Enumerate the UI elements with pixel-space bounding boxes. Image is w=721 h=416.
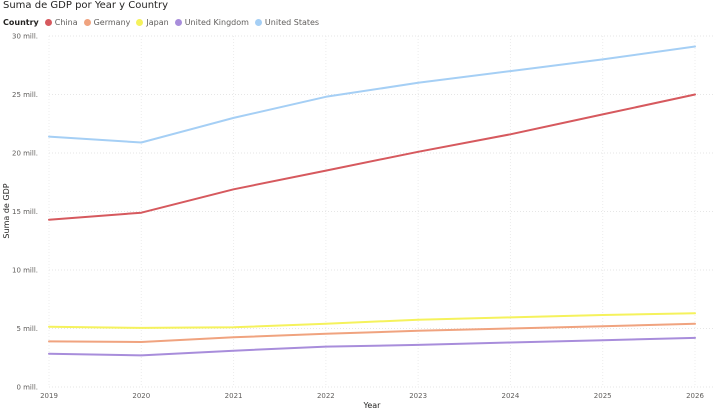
legend-items: China Germany Japan United Kingdom United St… — [44, 17, 325, 27]
series-lines — [48, 45, 696, 357]
legend-item-united-states[interactable]: United States — [254, 17, 320, 27]
legend-item-united-kingdom[interactable]: United Kingdom — [174, 17, 249, 27]
series-line-united-states[interactable] — [48, 45, 696, 144]
legend-item-china[interactable]: China — [44, 17, 78, 27]
y-tick-label: 5 mill. — [16, 325, 38, 333]
x-tick-label: 2023 — [409, 392, 427, 400]
x-tick-label: 2021 — [225, 392, 243, 400]
x-tick-label: 2025 — [594, 392, 612, 400]
legend-title: Country — [3, 17, 39, 27]
chart-title: Suma de GDP por Year y Country — [3, 0, 168, 11]
legend-label: Japan — [146, 17, 169, 27]
legend-label: United States — [264, 17, 320, 27]
y-tick-label: 15 mill. — [12, 208, 38, 216]
legend-marker — [254, 18, 262, 26]
series-line-germany[interactable] — [48, 322, 696, 343]
series-line-united-kingdom[interactable] — [48, 336, 696, 357]
x-axis-ticks: 2019 2020 2021 2022 2023 2024 2025 2026 — [40, 392, 704, 400]
y-tick-label: 25 mill. — [12, 91, 38, 99]
y-tick-label: 20 mill. — [12, 150, 38, 158]
legend-item-germany[interactable]: Germany — [83, 17, 131, 27]
x-axis-title: Year — [363, 401, 382, 410]
x-tick-label: 2020 — [132, 392, 150, 400]
legend-marker — [174, 18, 182, 26]
legend-marker — [83, 18, 91, 26]
legend: Country China Germany Japan United Kingdom U… — [3, 16, 325, 28]
y-axis-ticks: 0 mill. 5 mill. 10 mill. 15 mill. 20 mill. 25… — [12, 33, 38, 392]
x-tick-label: 2026 — [686, 392, 704, 400]
legend-item-japan[interactable]: Japan — [136, 17, 169, 27]
legend-marker — [136, 18, 144, 26]
legend-label: United Kingdom — [184, 17, 249, 27]
series-line-japan[interactable] — [48, 312, 696, 329]
x-tick-label: 2019 — [40, 392, 58, 400]
x-tick-label: 2022 — [317, 392, 335, 400]
y-tick-label: 30 mill. — [12, 33, 38, 41]
legend-marker — [44, 18, 52, 26]
series-line-china[interactable] — [48, 93, 696, 221]
y-tick-label: 0 mill. — [16, 384, 38, 392]
y-tick-label: 10 mill. — [12, 267, 38, 275]
x-tick-label: 2024 — [502, 392, 520, 400]
legend-label: Germany — [93, 17, 131, 27]
y-axis-title: Suma de GDP — [2, 183, 11, 238]
legend-label: China — [54, 17, 78, 27]
